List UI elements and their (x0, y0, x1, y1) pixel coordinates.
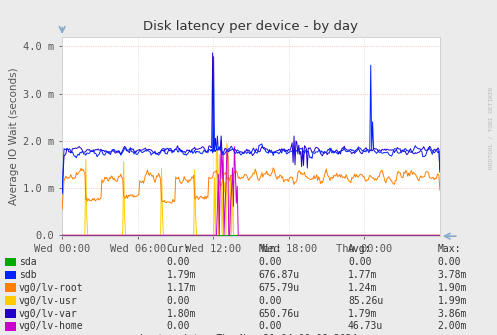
Bar (5, 296, 16, 305)
Text: 1.80m: 1.80m (166, 309, 196, 319)
Text: 1.77m: 1.77m (348, 270, 377, 280)
Y-axis label: Average IO Wait (seconds): Average IO Wait (seconds) (9, 68, 19, 205)
Text: 0.00: 0.00 (166, 295, 190, 306)
Text: 650.76u: 650.76u (258, 309, 300, 319)
Text: 0.00: 0.00 (348, 257, 371, 267)
Text: Avg:: Avg: (348, 244, 371, 254)
Text: Last update: Thu Nov 21 04:00:08 2024: Last update: Thu Nov 21 04:00:08 2024 (140, 334, 357, 335)
Text: 1.17m: 1.17m (166, 283, 196, 293)
Text: 675.79u: 675.79u (258, 283, 300, 293)
Text: 1.99m: 1.99m (437, 295, 467, 306)
Text: Min:: Min: (258, 244, 282, 254)
Bar (5, 322, 16, 331)
Text: 85.26u: 85.26u (348, 295, 383, 306)
Text: 0.00: 0.00 (437, 257, 461, 267)
Bar (5, 283, 16, 292)
Bar (5, 309, 16, 318)
Text: 676.87u: 676.87u (258, 270, 300, 280)
Text: 0.00: 0.00 (258, 257, 282, 267)
Text: 3.78m: 3.78m (437, 270, 467, 280)
Text: sda: sda (19, 257, 36, 267)
Text: vg0/lv-home: vg0/lv-home (19, 321, 83, 331)
Text: vg0/lv-var: vg0/lv-var (19, 309, 78, 319)
Text: 1.24m: 1.24m (348, 283, 377, 293)
Text: sdb: sdb (19, 270, 36, 280)
Text: RRDTOOL / TOBI OETIKER: RRDTOOL / TOBI OETIKER (489, 86, 494, 169)
Text: vg0/lv-root: vg0/lv-root (19, 283, 83, 293)
Text: 1.79m: 1.79m (166, 270, 196, 280)
Text: 46.73u: 46.73u (348, 321, 383, 331)
Text: Max:: Max: (437, 244, 461, 254)
Text: 3.86m: 3.86m (437, 309, 467, 319)
Text: 0.00: 0.00 (166, 257, 190, 267)
Text: 0.00: 0.00 (258, 321, 282, 331)
Text: 2.00m: 2.00m (437, 321, 467, 331)
Bar (5, 271, 16, 279)
Text: 0.00: 0.00 (166, 321, 190, 331)
Bar (5, 258, 16, 266)
Text: Cur:: Cur: (166, 244, 190, 254)
Text: 1.90m: 1.90m (437, 283, 467, 293)
Text: 0.00: 0.00 (258, 295, 282, 306)
Text: vg0/lv-usr: vg0/lv-usr (19, 295, 78, 306)
Text: 1.79m: 1.79m (348, 309, 377, 319)
Title: Disk latency per device - by day: Disk latency per device - by day (144, 20, 358, 33)
